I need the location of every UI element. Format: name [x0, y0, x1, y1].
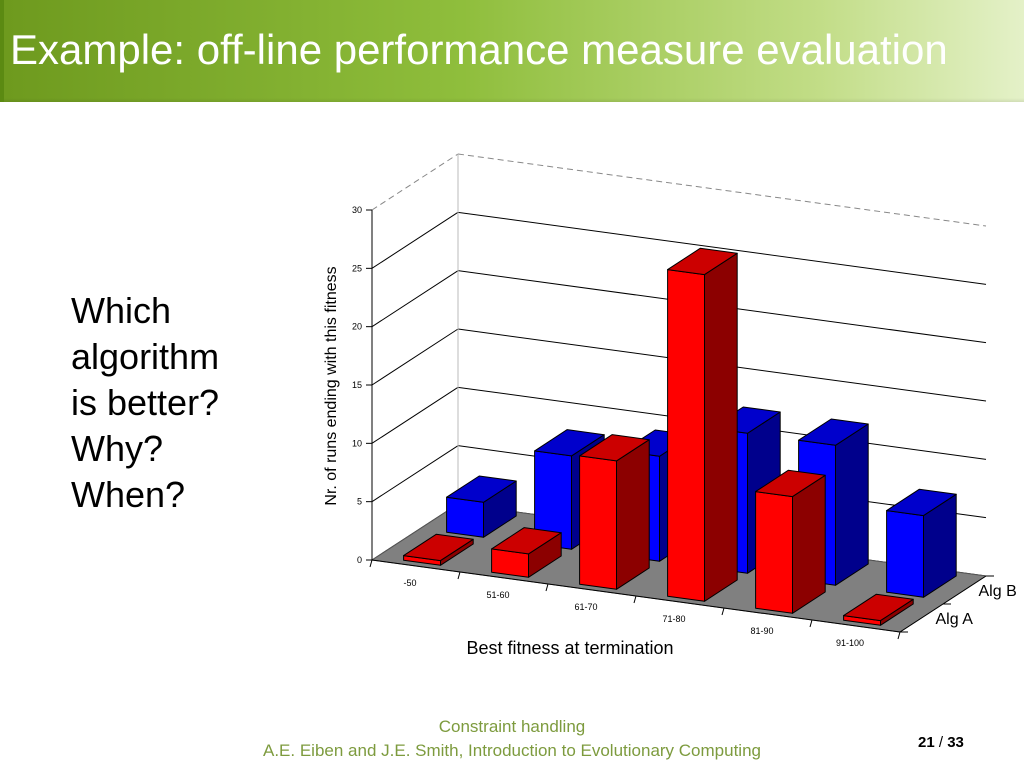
- y-tick-label: 30: [352, 205, 362, 215]
- bar-face-front: [755, 491, 793, 614]
- bar-face-top: [403, 533, 474, 562]
- page-total: 33: [947, 734, 964, 751]
- x-tick-label: 51-60: [486, 590, 509, 600]
- gridline-side: [371, 153, 459, 211]
- bar-face-top: [843, 593, 914, 622]
- bar-alg-a-91-100: [843, 593, 914, 626]
- x-tick-mark: [369, 559, 373, 568]
- gridline-back: [457, 211, 987, 285]
- x-tick-mark: [897, 631, 901, 640]
- question-line-1: Which: [71, 290, 172, 331]
- title-bar: Example: off-line performance measure ev…: [0, 0, 1024, 102]
- bar-face-top: [667, 247, 738, 276]
- y-tick-label: 15: [352, 380, 362, 390]
- bar-face-front: [579, 455, 617, 590]
- gridline-side: [371, 386, 459, 444]
- gridline-back: [457, 153, 987, 227]
- bar-face-top: [798, 418, 869, 446]
- bar-face-top: [579, 434, 650, 462]
- y-axis-title: Nr. of runs ending with this fitness: [323, 266, 340, 505]
- series-label: Alg A: [936, 611, 974, 628]
- page-separator: /: [938, 734, 944, 751]
- question-line-5: When?: [71, 474, 186, 515]
- bar-alg-b--50: [446, 475, 517, 538]
- y-tick-label: 5: [357, 497, 362, 507]
- bar-face-side: [704, 252, 738, 602]
- bar-alg-a-71-80: [667, 247, 738, 602]
- question-text: Which algorithm is better? Why? When?: [71, 288, 219, 518]
- bar-face-side: [792, 474, 826, 614]
- y-tick-label: 20: [352, 322, 362, 332]
- x-tick-label: 81-90: [750, 626, 773, 636]
- x-tick-mark: [545, 583, 549, 592]
- y-tick-label: 25: [352, 263, 362, 273]
- gridline-side: [371, 445, 459, 503]
- x-axis-title: Best fitness at termination: [466, 638, 673, 658]
- footer-reference: A.E. Eiben and J.E. Smith, Introduction …: [263, 741, 761, 760]
- bar-face-top: [491, 527, 562, 555]
- bar-alg-a--50: [403, 533, 474, 566]
- bar-face-front: [667, 269, 705, 602]
- gridline-side: [371, 270, 459, 328]
- question-line-4: Why?: [71, 428, 164, 469]
- series-label: Alg B: [979, 583, 1017, 600]
- y-tick-label: 10: [352, 438, 362, 448]
- slide-title: Example: off-line performance measure ev…: [10, 26, 948, 73]
- x-tick-mark: [457, 571, 461, 580]
- bar-face-top: [446, 475, 517, 503]
- bar-face-top: [755, 469, 826, 498]
- bar-alg-b-91-100: [886, 488, 957, 598]
- gridline-side: [371, 211, 459, 269]
- bar-alg-a-51-60: [491, 527, 562, 578]
- x-tick-mark: [809, 619, 813, 628]
- question-line-2: algorithm: [71, 336, 220, 377]
- footer-topic: Constraint handling: [438, 717, 586, 736]
- bar-face-front: [886, 510, 924, 598]
- bar-face-front: [446, 496, 484, 538]
- bar-face-top: [886, 488, 957, 517]
- bar-alg-a-81-90: [755, 469, 826, 614]
- question-line-3: is better?: [71, 382, 220, 423]
- x-tick-mark: [633, 595, 637, 604]
- bar-face-side: [616, 439, 650, 590]
- x-tick-label: 91-100: [836, 638, 864, 648]
- x-tick-mark: [721, 607, 725, 616]
- bar-face-side: [835, 423, 869, 586]
- page-number: 21 / 33: [918, 734, 964, 751]
- x-tick-label: -50: [403, 578, 416, 588]
- x-tick-label: 71-80: [662, 614, 685, 624]
- bar-alg-a-61-70: [579, 434, 650, 590]
- x-tick-label: 61-70: [574, 602, 597, 612]
- page-current: 21: [918, 734, 935, 751]
- bar-face-top: [534, 429, 605, 457]
- y-tick-label: 0: [357, 555, 362, 565]
- gridline-side: [371, 328, 459, 386]
